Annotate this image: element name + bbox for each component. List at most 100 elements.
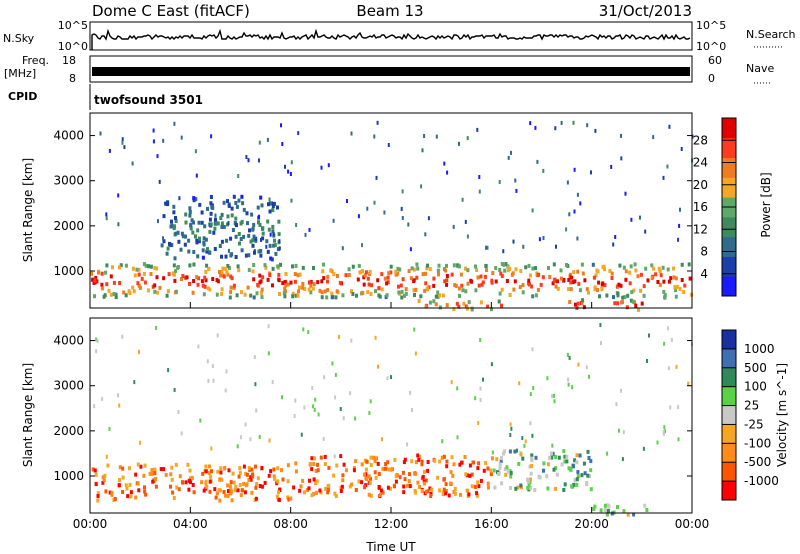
echo-cell: [542, 468, 545, 473]
echo-cell: [291, 294, 295, 299]
echo-cell: [219, 273, 223, 278]
sparse-cell: [180, 135, 183, 140]
echo-cell: [320, 290, 324, 295]
sparse-cell: [368, 411, 371, 415]
echo-cell: [242, 481, 246, 486]
echo-cell: [476, 480, 480, 485]
sparse-cell: [155, 325, 157, 330]
sparse-cell: [271, 380, 274, 385]
echo-cell: [189, 226, 193, 231]
echo-cell: [438, 293, 441, 298]
sparse-cell: [245, 155, 248, 159]
echo-cell: [376, 461, 380, 466]
echo-cell: [208, 229, 212, 234]
echo-cell: [252, 277, 256, 282]
sparse-cell: [606, 451, 609, 456]
echo-cell: [111, 265, 114, 270]
y-tick-label: 2000: [53, 424, 84, 438]
echo-cell: [210, 469, 213, 474]
echo-cell: [654, 272, 658, 277]
echo-cell: [500, 481, 504, 486]
echo-cell: [418, 485, 422, 489]
echo-cell: [594, 273, 598, 278]
echo-cell: [158, 285, 162, 290]
sparse-cell: [630, 217, 633, 222]
echo-cell: [598, 294, 601, 299]
echo-cell: [420, 462, 424, 467]
sparse-cell: [346, 199, 348, 203]
echo-cell: [138, 285, 142, 290]
colorbar-segment: [722, 177, 736, 198]
echo-cell: [438, 459, 442, 464]
echo-cell: [149, 264, 153, 269]
echo-cell: [313, 456, 316, 461]
echo-cell: [369, 493, 373, 498]
echo-cell: [453, 491, 457, 496]
colorbar-tick-label: -1000: [744, 474, 779, 488]
sparse-cell: [406, 442, 409, 447]
sparse-cell: [139, 440, 142, 445]
echo-cell: [352, 468, 356, 473]
echo-cell: [396, 266, 400, 271]
echo-cell: [330, 291, 334, 296]
echo-cell: [386, 280, 390, 285]
sparse-cell: [677, 237, 680, 242]
colorbar-segment: [722, 137, 736, 159]
echo-cell: [503, 467, 507, 472]
echo-cell: [220, 221, 224, 226]
sparse-cell: [538, 237, 541, 242]
echo-cell: [273, 243, 277, 248]
sparse-cell: [579, 201, 582, 206]
station-title: Dome C East (fitACF): [92, 2, 250, 20]
echo-cell: [94, 472, 98, 477]
echo-cell: [605, 293, 609, 298]
sparse-cell: [642, 446, 645, 451]
sparse-cell: [331, 361, 334, 366]
echo-cell: [387, 271, 391, 276]
echo-cell: [293, 272, 297, 276]
sparse-cell: [281, 395, 283, 400]
echo-cell: [172, 272, 176, 277]
echo-cell: [192, 490, 196, 495]
echo-cell: [403, 477, 407, 482]
echo-cell: [458, 462, 462, 467]
sparse-cell: [374, 335, 377, 340]
sparse-cell: [551, 443, 554, 448]
echo-cell: [425, 266, 429, 271]
echo-cell: [675, 284, 679, 289]
echo-cell: [165, 293, 169, 298]
echo-cell: [165, 251, 169, 256]
colorbar-segment: [722, 424, 736, 444]
echo-cell: [436, 290, 440, 295]
echo-cell: [196, 228, 200, 233]
echo-cell: [239, 237, 243, 241]
echo-cell: [335, 274, 339, 278]
echo-cell: [191, 230, 195, 235]
sparse-cell: [290, 198, 293, 203]
echo-cell: [159, 467, 163, 472]
echo-cell: [400, 289, 404, 294]
sparse-cell: [177, 409, 180, 414]
echo-cell: [205, 249, 209, 254]
echo-cell: [162, 214, 166, 219]
echo-cell: [258, 223, 262, 227]
echo-cell: [244, 471, 248, 476]
echo-cell: [475, 268, 479, 272]
sparse-cell: [297, 131, 300, 136]
echo-cell: [298, 285, 301, 290]
sparse-cell: [573, 209, 576, 214]
colorbar-tick-label: 12: [693, 222, 708, 236]
sparse-cell: [566, 352, 569, 357]
echo-cell: [238, 466, 242, 471]
colorbar-segment: [722, 443, 736, 463]
echo-cell: [570, 275, 574, 280]
sparse-cell: [311, 385, 314, 390]
sparse-cell: [268, 197, 271, 202]
echo-cell: [452, 263, 456, 268]
echo-cell: [688, 276, 692, 281]
echo-cell: [276, 466, 280, 471]
sparse-cell: [354, 416, 357, 421]
echo-cell: [195, 275, 199, 280]
echo-cell: [232, 480, 236, 485]
echo-cell: [414, 460, 418, 465]
